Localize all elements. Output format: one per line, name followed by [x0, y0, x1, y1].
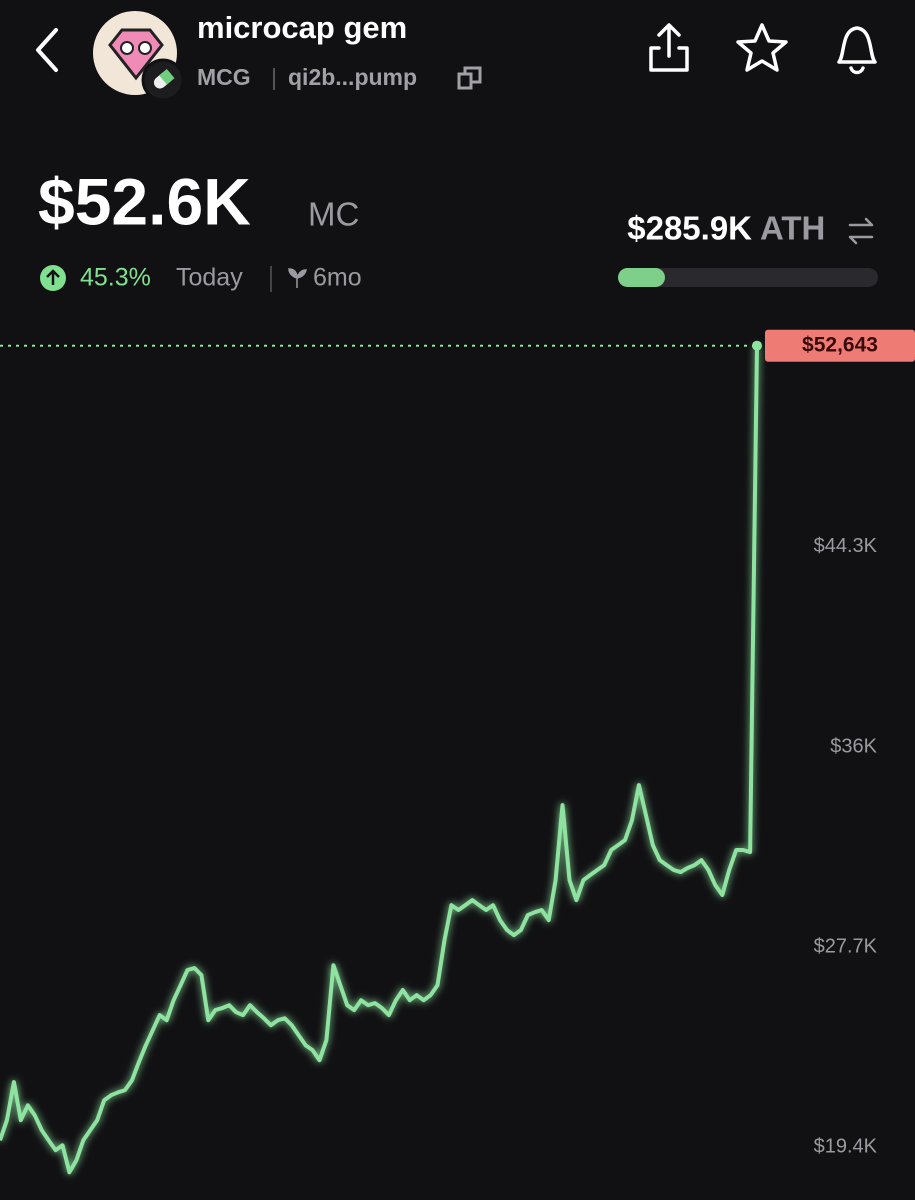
- price-tag-label: $52,643: [802, 333, 878, 356]
- token-age: 6mo: [313, 264, 362, 292]
- market-cap-unit: MC: [308, 196, 359, 233]
- notify-button[interactable]: [837, 26, 877, 75]
- favorite-button[interactable]: [736, 23, 788, 72]
- ath-progress-fill: [618, 268, 665, 287]
- y-tick-label: $19.4K: [814, 1136, 878, 1158]
- token-address[interactable]: qi2b...pump: [288, 64, 417, 90]
- ath-label: ATH: [760, 210, 825, 247]
- y-tick-label: $36K: [830, 735, 877, 757]
- price-tag: [765, 329, 915, 362]
- chart: $19.4K$27.7K$36K$44.3K$52.6K$52,643: [0, 329, 915, 1175]
- token-symbol: MCG: [197, 64, 251, 90]
- ath-progress-track: [618, 268, 878, 287]
- share-button[interactable]: [649, 23, 689, 72]
- swap-icon[interactable]: [848, 217, 874, 245]
- y-tick-label: $44.3K: [814, 535, 878, 557]
- ath-value: $285.9K: [627, 210, 752, 247]
- back-button[interactable]: [36, 28, 58, 72]
- copy-icon[interactable]: [457, 66, 482, 90]
- current-point: [752, 340, 762, 351]
- up-arrow: [46, 269, 60, 285]
- price-line: [0, 345, 759, 1175]
- avatar: [93, 11, 185, 102]
- age-icon: [288, 268, 307, 288]
- change-period: Today: [176, 264, 243, 292]
- y-tick-label: $27.7K: [814, 935, 878, 957]
- market-cap: $52.6K: [38, 164, 251, 238]
- change-percent: 45.3%: [80, 264, 151, 292]
- token-name: microcap gem: [197, 10, 407, 45]
